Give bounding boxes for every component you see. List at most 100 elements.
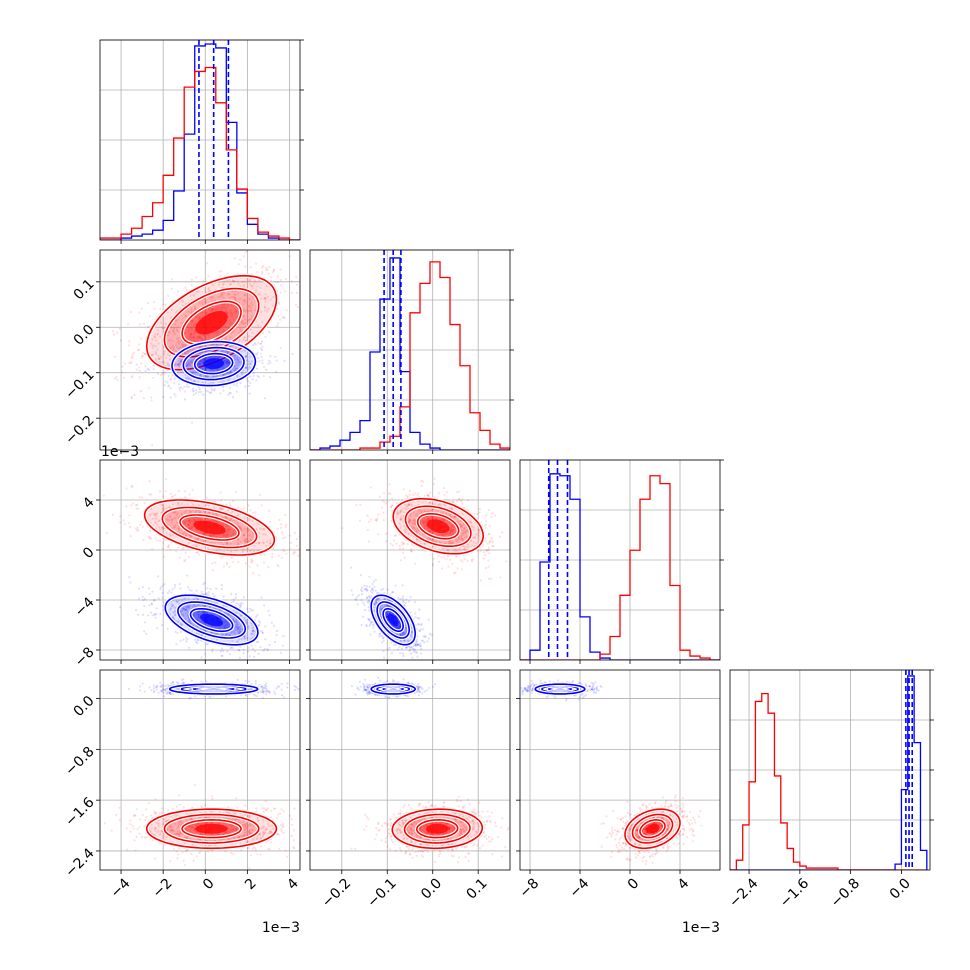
scatter-point	[484, 526, 487, 530]
scatter-point	[193, 519, 196, 522]
scatter-point	[178, 583, 181, 586]
scatter-point	[213, 607, 216, 610]
scatter-point	[297, 554, 300, 557]
scatter-point	[457, 497, 460, 501]
scatter-point	[235, 628, 238, 631]
scatter-point	[231, 279, 234, 282]
scatter-point	[193, 329, 196, 333]
scatter-point	[173, 511, 176, 514]
scatter-point	[230, 332, 233, 335]
scatter-point	[154, 336, 157, 339]
scatter-point	[409, 519, 412, 522]
scatter-point	[383, 500, 386, 503]
scatter-point	[137, 529, 140, 532]
scatter-point	[173, 526, 176, 529]
scatter-point	[243, 617, 246, 620]
scatter-point	[161, 509, 164, 512]
scatter-point	[177, 546, 180, 549]
scatter-point	[452, 572, 456, 575]
scatter-point	[239, 627, 242, 631]
scatter-point	[221, 367, 224, 371]
scatter-point	[490, 536, 493, 540]
scatter-point	[449, 531, 452, 534]
scatter-point	[182, 614, 185, 617]
scatter-point	[192, 324, 196, 327]
scatter-point	[163, 507, 166, 510]
scatter-point	[423, 543, 426, 546]
scatter-point	[185, 608, 188, 611]
scatter-point	[217, 283, 221, 286]
scatter-point	[213, 388, 216, 391]
scatter-point	[186, 377, 190, 380]
scatter-point	[191, 319, 194, 322]
scatter-point	[176, 346, 179, 349]
scatter-point	[247, 504, 250, 507]
scatter-point	[256, 271, 259, 274]
scatter-point	[259, 646, 262, 649]
scatter-point	[167, 331, 170, 334]
scatter-point	[483, 554, 486, 557]
scatter-point	[249, 375, 252, 378]
scatter-point	[237, 623, 240, 626]
scatter-point	[372, 626, 375, 629]
scatter-point	[412, 527, 415, 530]
scatter-point	[240, 350, 243, 353]
scatter-point	[170, 603, 173, 606]
scatter-point	[425, 518, 428, 521]
scatter-point	[198, 388, 201, 391]
scatter-point	[162, 396, 165, 399]
scatter-point	[222, 306, 225, 309]
scatter-point	[264, 300, 267, 303]
scatter-point	[275, 370, 278, 373]
scatter-point	[458, 523, 461, 526]
scatter-point	[237, 603, 240, 606]
scatter-point	[406, 542, 409, 546]
scatter-point	[419, 644, 422, 647]
scatter-point	[183, 343, 186, 346]
scatter-point	[469, 520, 472, 523]
scatter-point	[415, 640, 419, 643]
scatter-point	[195, 640, 198, 644]
scatter-point	[158, 539, 161, 542]
scatter-point	[247, 335, 250, 338]
scatter-point	[185, 636, 188, 639]
scatter-point	[161, 547, 165, 550]
scatter-point	[269, 520, 272, 523]
scatter-point	[257, 375, 260, 379]
scatter-point	[155, 613, 158, 616]
scatter-point	[166, 353, 169, 356]
scatter-point	[222, 595, 225, 598]
scatter-point	[235, 623, 238, 627]
scatter-point	[181, 345, 185, 348]
scatter-point	[467, 508, 470, 511]
scatter-point	[271, 556, 274, 559]
scatter-point	[210, 299, 214, 302]
scatter-point	[450, 542, 453, 545]
scatter-point	[245, 321, 248, 324]
scatter-point	[209, 295, 213, 298]
scatter-point	[227, 372, 230, 375]
scatter-point	[279, 526, 282, 530]
scatter-point	[254, 288, 258, 291]
scatter-point	[226, 517, 229, 520]
scatter-point	[482, 544, 485, 547]
scatter-point	[421, 639, 425, 642]
scatter-point	[456, 567, 459, 570]
scatter-point	[226, 364, 229, 367]
scatter-point	[402, 599, 405, 602]
scatter-point	[386, 588, 389, 591]
scatter-point	[158, 358, 161, 361]
scatter-point	[153, 344, 156, 347]
scatter-point	[260, 355, 263, 359]
scatter-point	[178, 383, 181, 386]
scatter-point	[258, 535, 261, 538]
scatter-point	[264, 533, 267, 536]
scatter-point	[260, 340, 264, 343]
scatter-point	[223, 329, 226, 332]
scatter-point	[250, 561, 253, 564]
scatter-point	[325, 283, 327, 285]
scatter-point	[235, 346, 238, 350]
scatter-point	[193, 519, 196, 522]
scatter-point	[199, 517, 202, 520]
scatter-point	[258, 542, 261, 545]
